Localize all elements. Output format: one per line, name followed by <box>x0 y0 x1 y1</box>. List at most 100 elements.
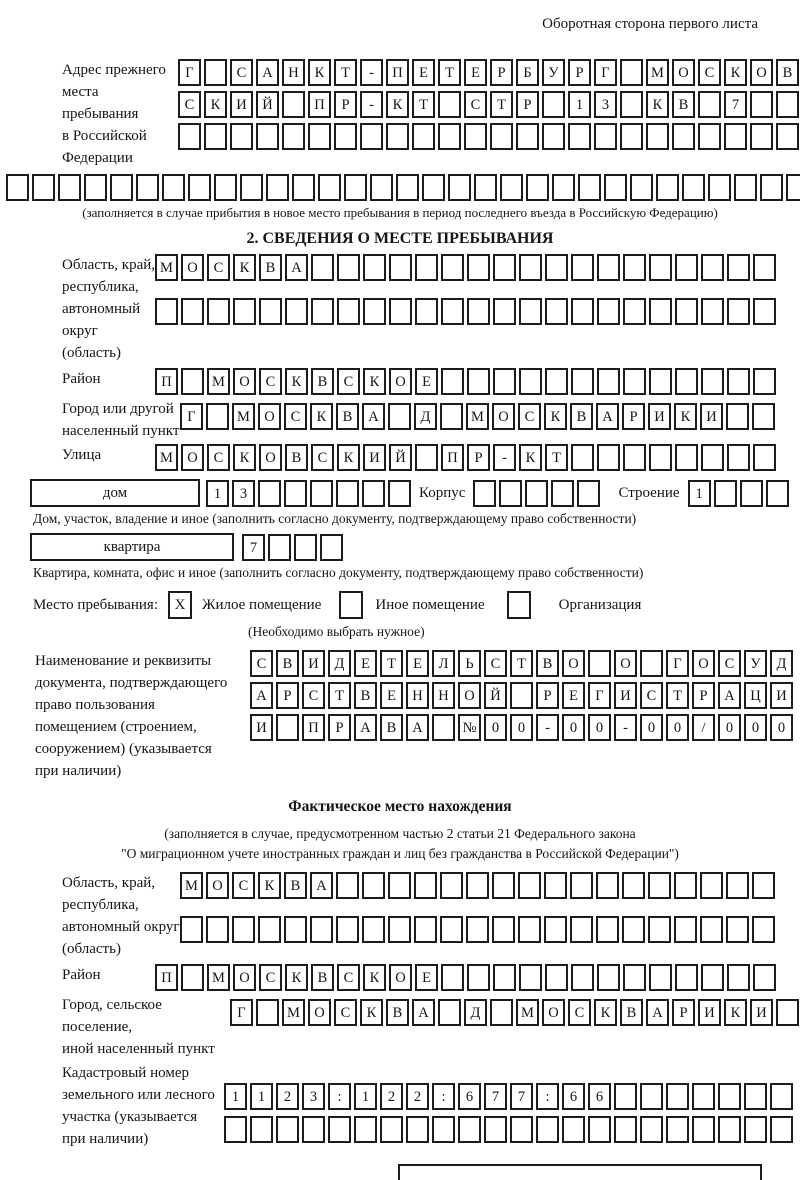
char-cell: - <box>493 444 516 471</box>
char-cell <box>562 1116 585 1143</box>
actual-note-line: (заполняется в случае, предусмотренном ч… <box>164 826 636 841</box>
char-cell <box>136 174 159 201</box>
char-cell <box>448 174 471 201</box>
char-cell <box>623 964 646 991</box>
char-cell <box>181 368 204 395</box>
checkbox-organizaciya <box>506 591 531 619</box>
char-cell <box>571 368 594 395</box>
stay-type-label: Место пребывания: <box>33 596 158 613</box>
char-cell <box>620 59 643 86</box>
char-cell: Й <box>484 682 507 709</box>
char-cell: С <box>518 403 541 430</box>
char-cell <box>597 964 620 991</box>
char-cell <box>568 123 591 150</box>
char-cell: О <box>389 368 412 395</box>
char-cell: В <box>311 964 334 991</box>
document-label-line: сооружением) (указывается <box>35 741 212 757</box>
char-cell: 1 <box>250 1083 273 1110</box>
char-cell: П <box>441 444 464 471</box>
char-cell <box>441 254 464 281</box>
char-cell: Е <box>412 59 435 86</box>
char-cell: И <box>700 403 723 430</box>
char-cell <box>204 59 227 86</box>
char-cell: И <box>250 714 273 741</box>
char-cell <box>698 123 721 150</box>
char-cell: И <box>302 650 325 677</box>
char-cell: 1 <box>354 1083 377 1110</box>
char-cell <box>334 123 357 150</box>
char-cell <box>256 123 279 150</box>
char-cell <box>328 1116 351 1143</box>
char-cell <box>542 91 565 118</box>
char-cell <box>180 916 203 943</box>
char-cell: 0 <box>484 714 507 741</box>
char-cell <box>308 123 331 150</box>
char-cell <box>441 368 464 395</box>
prev-address-row-4 <box>6 174 800 201</box>
char-cell: Е <box>406 650 429 677</box>
char-cell: И <box>770 682 793 709</box>
s2-city-label: Город или другой населенный пункт <box>62 398 180 442</box>
char-cell: Л <box>432 650 455 677</box>
char-cell <box>776 123 799 150</box>
char-cell <box>302 1116 325 1143</box>
char-cell: Р <box>490 59 513 86</box>
char-cell <box>467 298 490 325</box>
char-cell <box>597 444 620 471</box>
char-cell: 1 <box>687 479 711 507</box>
char-cell <box>623 298 646 325</box>
char-cell <box>282 123 305 150</box>
s2-oblast-label-line: республика, <box>62 279 139 295</box>
char-cell <box>493 298 516 325</box>
act-oblast-row-2 <box>180 916 775 943</box>
char-cell <box>388 479 411 507</box>
char-cell <box>337 254 360 281</box>
prev-address-label: Адрес прежнего места пребывания в Россий… <box>62 59 178 169</box>
char-cell: В <box>354 682 377 709</box>
char-cell <box>276 1116 299 1143</box>
char-cell: М <box>207 964 230 991</box>
char-cell: Н <box>282 59 305 86</box>
char-cell <box>597 368 620 395</box>
char-cell <box>640 650 663 677</box>
char-cell: В <box>620 999 643 1026</box>
char-cell <box>675 964 698 991</box>
char-cell: И <box>750 999 773 1026</box>
char-cell <box>224 1116 247 1143</box>
char-cell: К <box>285 964 308 991</box>
char-cell: Н <box>432 682 455 709</box>
char-cell: С <box>232 872 255 899</box>
actual-note-line: "О миграционном учете иностранных гражда… <box>121 846 679 861</box>
char-cell <box>214 174 237 201</box>
char-cell <box>84 174 107 201</box>
char-cell <box>570 916 593 943</box>
char-cell: О <box>259 444 282 471</box>
char-cell: С <box>640 682 663 709</box>
char-cell: 0 <box>640 714 663 741</box>
char-cell: Г <box>230 999 253 1026</box>
char-cell: В <box>570 403 593 430</box>
act-oblast-row: Область, край, республика, автономный ок… <box>62 872 800 960</box>
char-cell <box>623 254 646 281</box>
page-corner-note: Оборотная сторона первого листа <box>542 16 758 32</box>
kvartira-number-cells: 7 <box>242 533 343 561</box>
char-cell <box>518 872 541 899</box>
char-cell: В <box>536 650 559 677</box>
char-cell <box>493 964 516 991</box>
char-cell: М <box>516 999 539 1026</box>
char-cell <box>648 916 671 943</box>
char-cell <box>474 174 497 201</box>
s2-city-label-line: Город или другой <box>62 401 174 417</box>
char-cell: С <box>718 650 741 677</box>
char-cell: 0 <box>666 714 689 741</box>
char-cell <box>675 254 698 281</box>
char-cell <box>311 254 334 281</box>
char-cell: Р <box>568 59 591 86</box>
char-cell <box>206 916 229 943</box>
char-cell: 1 <box>206 479 229 507</box>
char-cell <box>362 916 385 943</box>
char-cell <box>701 444 724 471</box>
